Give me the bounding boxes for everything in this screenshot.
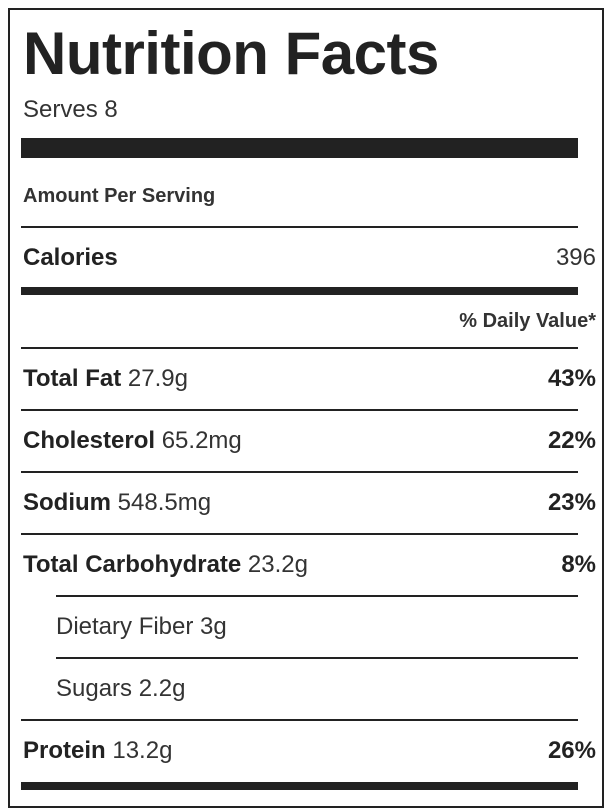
divider bbox=[56, 595, 578, 597]
nutrient-name: Total Fat 27.9g bbox=[23, 365, 188, 392]
nutrient-daily-value: 43% bbox=[547, 365, 596, 392]
divider bbox=[21, 719, 578, 721]
divider bbox=[56, 657, 578, 659]
nutrient-name: Sodium 548.5mg bbox=[23, 489, 212, 516]
calories-label: Calories bbox=[23, 244, 118, 271]
servings-text: Serves 8 bbox=[23, 96, 118, 123]
divider bbox=[21, 347, 578, 349]
nutrient-row-total-fat: Total Fat 27.9g 43% bbox=[23, 349, 596, 409]
nutrient-name: Dietary Fiber 3g bbox=[56, 613, 227, 640]
nutrient-daily-value: 26% bbox=[547, 737, 596, 764]
nutrient-row-sugars: Sugars 2.2g bbox=[56, 659, 596, 719]
nutrition-label bbox=[8, 8, 604, 808]
calories-value: 396 bbox=[555, 244, 596, 271]
nutrient-name: Protein 13.2g bbox=[23, 737, 173, 764]
calories-row: Calories 396 bbox=[23, 228, 596, 288]
bottom-divider bbox=[21, 782, 578, 790]
medium-divider bbox=[21, 287, 578, 295]
divider bbox=[21, 533, 578, 535]
amount-per-serving-heading: Amount Per Serving bbox=[23, 185, 216, 207]
thick-divider bbox=[21, 138, 578, 158]
nutrient-daily-value: 23% bbox=[547, 489, 596, 516]
nutrient-daily-value: 8% bbox=[561, 551, 596, 578]
divider bbox=[21, 226, 578, 228]
nutrient-row-protein: Protein 13.2g 26% bbox=[23, 721, 596, 781]
nutrient-row-total-carbohydrate: Total Carbohydrate 23.2g 8% bbox=[23, 535, 596, 595]
nutrient-row-sodium: Sodium 548.5mg 23% bbox=[23, 473, 596, 533]
nutrient-name: Cholesterol 65.2mg bbox=[23, 427, 242, 454]
nutrient-name: Total Carbohydrate 23.2g bbox=[23, 551, 308, 578]
divider bbox=[21, 409, 578, 411]
daily-value-header: % Daily Value* bbox=[459, 310, 596, 332]
nutrient-row-dietary-fiber: Dietary Fiber 3g bbox=[56, 597, 596, 657]
nutrient-row-cholesterol: Cholesterol 65.2mg 22% bbox=[23, 411, 596, 471]
divider bbox=[21, 471, 578, 473]
nutrient-daily-value: 22% bbox=[547, 427, 596, 454]
label-title: Nutrition Facts bbox=[23, 20, 439, 87]
nutrient-name: Sugars 2.2g bbox=[56, 675, 186, 702]
